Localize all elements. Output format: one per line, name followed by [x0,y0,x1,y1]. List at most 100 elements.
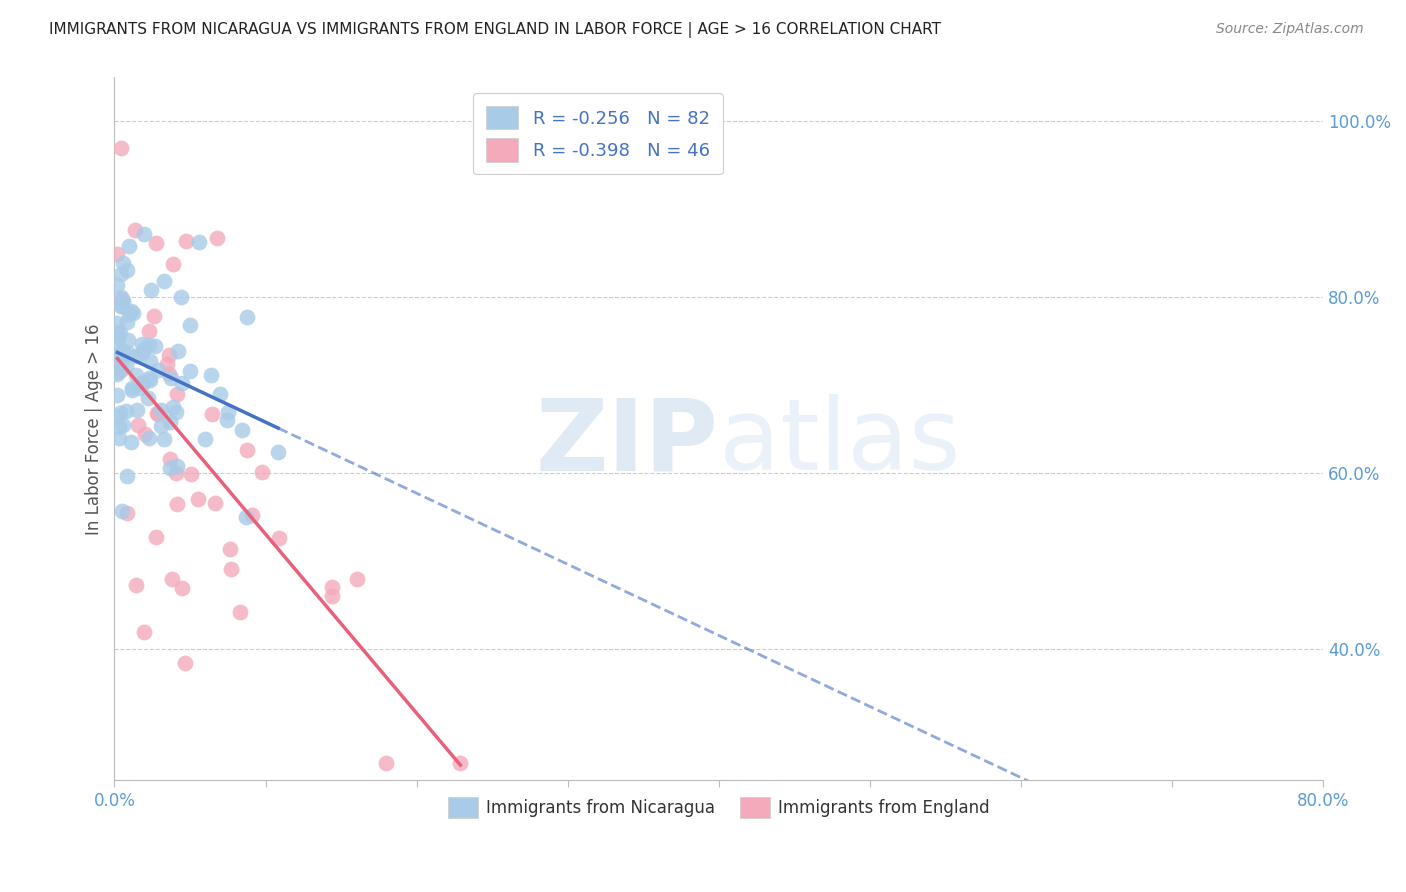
Point [200,407,222,421]
Point [131,346,153,360]
Point [111,352,134,367]
Point [145,530,167,544]
Point [229,605,252,619]
Point [107,409,129,424]
Point [136,391,159,405]
Point [107,325,129,339]
Point [125,578,148,592]
Point [107,365,129,379]
Point [117,239,139,253]
Point [188,235,211,249]
Point [167,344,190,359]
Point [121,381,143,395]
Text: Source: ZipAtlas.com: Source: ZipAtlas.com [1216,22,1364,37]
Point [235,509,257,524]
Point [145,406,167,420]
Point [149,419,172,434]
Point [145,338,167,352]
Point [152,274,174,288]
Point [179,364,201,378]
Point [321,580,343,594]
Point [107,388,129,402]
Point [218,541,240,556]
Point [215,413,238,427]
Point [125,368,148,383]
Point [200,368,222,383]
Point [269,531,291,545]
Point [131,375,153,389]
Text: ZIP: ZIP [536,394,718,491]
Point [346,572,368,586]
Point [187,492,209,507]
Point [138,324,160,338]
Point [157,348,180,362]
Point [115,315,138,329]
Point [162,257,184,271]
Point [207,230,229,244]
Point [117,345,139,359]
Point [235,310,257,325]
Point [149,403,172,417]
Point [141,283,163,297]
Point [156,357,179,371]
Point [159,452,181,467]
Point [160,572,183,586]
Point [250,465,273,479]
Point [146,363,169,377]
Point [117,506,139,520]
Point [107,351,129,365]
Point [111,344,134,359]
Point [165,405,187,419]
Point [217,405,239,419]
Point [139,354,162,368]
Point [321,589,343,603]
Point [127,402,149,417]
Point [145,236,167,251]
Point [107,278,129,293]
Point [166,387,188,401]
Point [110,363,132,377]
Point [138,338,160,352]
Point [107,340,129,354]
Point [120,435,142,450]
Point [173,657,195,671]
Point [115,404,138,418]
Point [112,256,135,270]
Point [194,432,217,446]
Point [107,247,129,261]
Point [129,381,152,395]
Point [110,299,132,313]
Point [114,359,136,374]
Point [117,262,139,277]
Point [108,406,131,420]
Text: atlas: atlas [718,394,960,491]
Point [162,400,184,414]
Point [107,316,129,330]
Point [118,307,141,321]
Text: IMMIGRANTS FROM NICARAGUA VS IMMIGRANTS FROM ENGLAND IN LABOR FORCE | AGE > 16 C: IMMIGRANTS FROM NICARAGUA VS IMMIGRANTS … [49,22,941,38]
Point [111,294,134,309]
Point [146,408,169,422]
Point [219,562,242,576]
Point [157,367,180,381]
Point [159,461,181,475]
Point [122,306,145,320]
Point [176,235,198,249]
Point [111,504,134,518]
Point [120,303,142,318]
Point [138,431,160,445]
Point [236,442,259,457]
Point [449,756,471,770]
Point [179,318,201,332]
Point [170,290,193,304]
Point [127,417,149,432]
Point [110,290,132,304]
Point [138,371,160,385]
Point [117,333,139,347]
Point [240,508,263,522]
Point [180,467,202,481]
Point [108,431,131,445]
Point [139,373,162,387]
Point [159,416,181,430]
Point [209,387,232,401]
